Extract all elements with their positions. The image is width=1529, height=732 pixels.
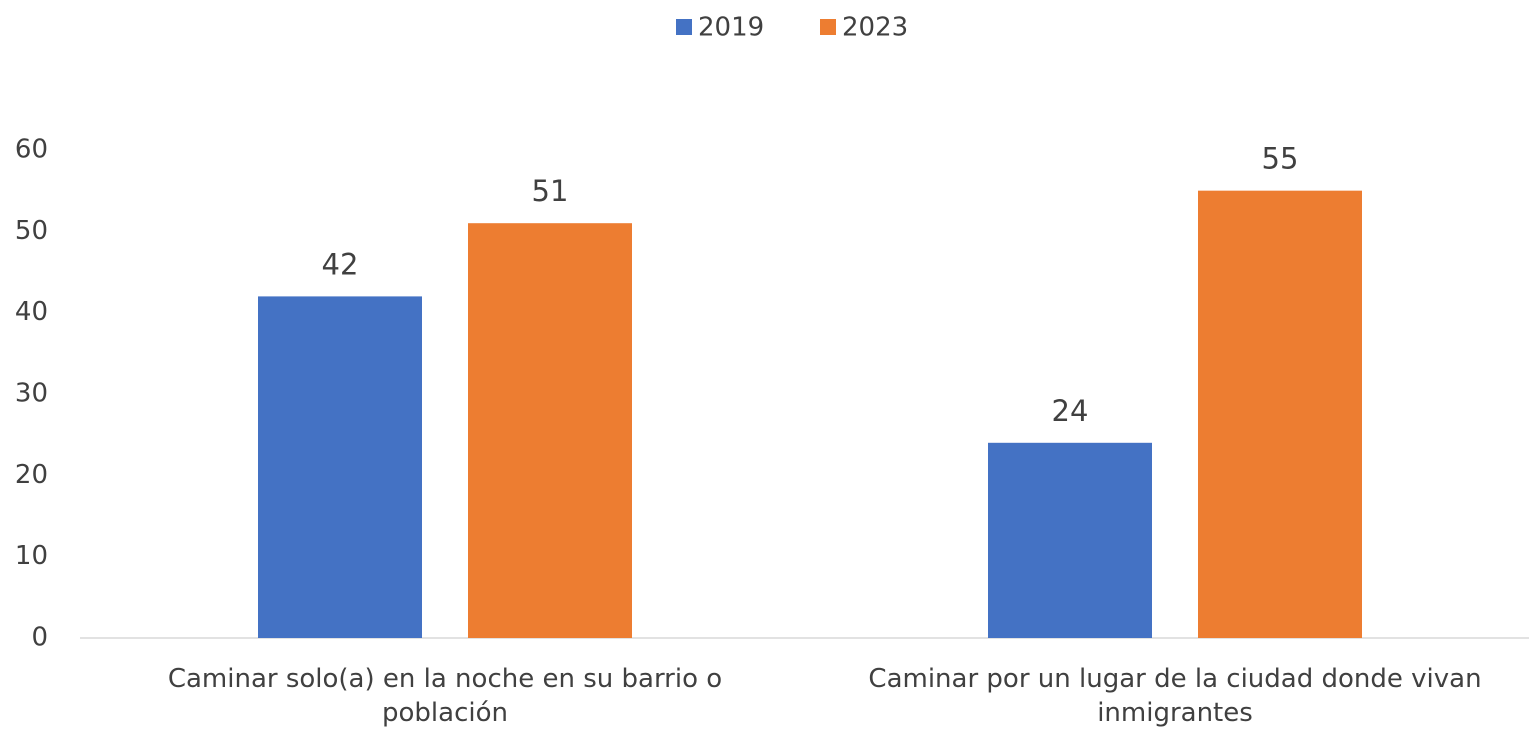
data-label: 51: [532, 174, 569, 208]
bar: [258, 296, 422, 638]
y-tick-label: 60: [15, 135, 48, 165]
y-tick-label: 0: [31, 623, 48, 653]
bar: [1198, 190, 1362, 638]
x-tick-label: Caminar solo(a) en la noche en su barrio…: [167, 664, 723, 728]
data-label: 24: [1052, 394, 1089, 428]
legend-label: 2019: [698, 13, 764, 43]
y-tick-label: 50: [15, 216, 48, 246]
y-tick-label: 20: [15, 460, 48, 490]
legend-label: 2023: [842, 13, 908, 43]
legend-swatch: [820, 19, 836, 35]
y-tick-label: 30: [15, 379, 48, 409]
data-label: 55: [1262, 142, 1299, 176]
bar: [988, 442, 1152, 638]
legend-swatch: [676, 19, 692, 35]
y-tick-label: 40: [15, 297, 48, 327]
bar: [468, 223, 632, 638]
data-label: 42: [322, 247, 359, 281]
x-tick-label: Caminar por un lugar de la ciudad donde …: [868, 664, 1482, 728]
y-tick-label: 10: [15, 541, 48, 571]
